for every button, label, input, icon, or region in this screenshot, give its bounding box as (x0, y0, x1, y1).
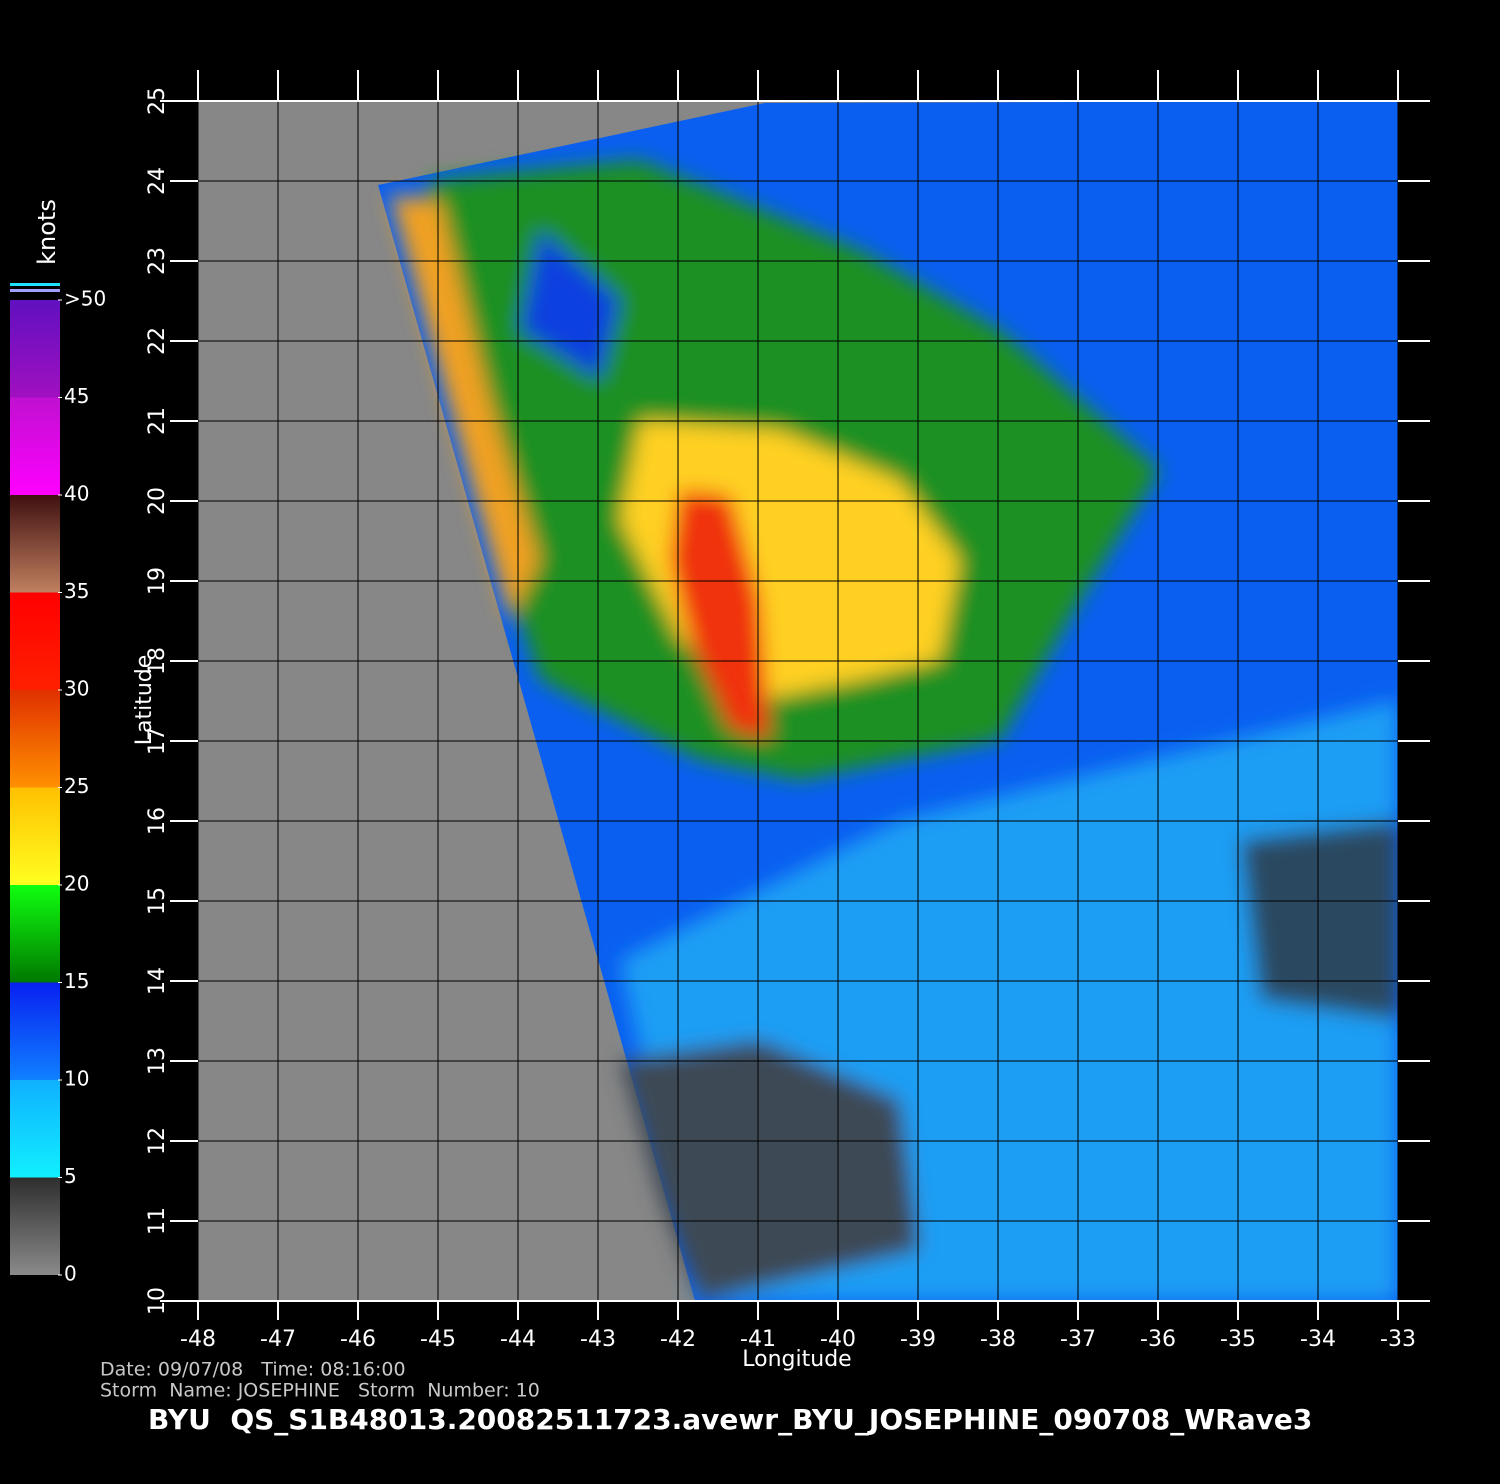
colorbar-cap (10, 283, 60, 286)
grid (198, 101, 1398, 1301)
y-tick-label: 13 (145, 1047, 170, 1075)
colorbar-band (10, 787, 60, 885)
y-tick-label: 16 (145, 807, 170, 835)
colorbar-tick-label: 15 (64, 969, 89, 993)
colorbar-band (10, 1177, 60, 1275)
colorbar-tick-label: 35 (64, 579, 89, 603)
footer-storm: Storm Name: JOSEPHINE Storm Number: 10 (100, 1380, 540, 1402)
y-tick-label: 21 (145, 407, 170, 435)
x-tick-label: -36 (1140, 1327, 1176, 1352)
x-tick-label: -38 (980, 1327, 1016, 1352)
y-tick-label: 11 (145, 1207, 170, 1235)
footer-date: Date: 09/07/08 Time: 08:16:00 (100, 1359, 406, 1381)
calm-area (1240, 820, 1398, 1020)
wind-field (198, 101, 1398, 1301)
footer-title: BYU QS_S1B48013.20082511723.avewr_BYU_JO… (148, 1403, 1312, 1436)
colorbar-tick-label: 0 (64, 1262, 77, 1286)
colorbar-label: knots (33, 199, 61, 265)
colorbar-tick-label: >50 (64, 287, 106, 311)
colorbar-tick-label: 30 (64, 677, 89, 701)
x-tick-label: -43 (580, 1327, 616, 1352)
y-tick-label: 14 (145, 967, 170, 995)
colorbar-tick-label: 20 (64, 872, 89, 896)
colorbar-band (10, 1080, 60, 1178)
colorbar-tick-label: 25 (64, 774, 89, 798)
y-tick-label: 25 (145, 87, 170, 115)
colorbar-band (10, 690, 60, 788)
x-tick-label: -34 (1300, 1327, 1336, 1352)
y-axis-label: Latitude (132, 655, 157, 746)
x-tick-label: -48 (180, 1327, 216, 1352)
axes: -48 -47 -46 -45 -44 -43 -42 -41 -40 -39 -38 -37 -36 -… (145, 70, 1430, 1352)
x-tick-label: -45 (420, 1327, 456, 1352)
colorbar-band (10, 982, 60, 1080)
y-tick-label: 19 (145, 567, 170, 595)
colorbar-band (10, 495, 60, 593)
weak-wind-area (520, 230, 620, 380)
y-tick-label: 15 (145, 887, 170, 915)
x-tick-label: -35 (1220, 1327, 1256, 1352)
colorbar-cap (10, 289, 60, 292)
colorbar-tick-label: 5 (64, 1164, 77, 1188)
x-axis-label: Longitude (742, 1347, 851, 1372)
x-tick-label: -37 (1060, 1327, 1096, 1352)
x-tick-label: -41 (740, 1327, 776, 1352)
y-tick-label: 20 (145, 487, 170, 515)
y-tick-label: 24 (145, 167, 170, 195)
y-tick-label: 17 (145, 727, 170, 755)
storm-core (670, 490, 770, 740)
y-tick-label: 23 (145, 247, 170, 275)
colorbar: 0 5 10 15 20 25 30 35 40 45 >50 (10, 287, 106, 1286)
y-tick-label: 12 (145, 1127, 170, 1155)
x-tick-label: -44 (500, 1327, 536, 1352)
colorbar-tick-label: 10 (64, 1067, 89, 1091)
colorbar-band (10, 397, 60, 495)
strong-wind-area (390, 195, 540, 620)
calm-area (620, 1040, 920, 1301)
y-tick-label: 22 (145, 327, 170, 355)
colorbar-band (10, 300, 60, 398)
x-tick-label: -46 (340, 1327, 376, 1352)
colorbar-tick-label: 45 (64, 384, 89, 408)
x-tick-label: -42 (660, 1327, 696, 1352)
colorbar-tick-label: 40 (64, 482, 89, 506)
x-tick-label: -47 (260, 1327, 296, 1352)
y-tick-label: 18 (145, 647, 170, 675)
colorbar-band (10, 885, 60, 983)
y-tick-label: 10 (145, 1287, 170, 1315)
wind-speed-areas (390, 160, 1398, 1301)
x-tick-label: -39 (900, 1327, 936, 1352)
x-tick-label: -40 (820, 1327, 856, 1352)
x-tick-label: -33 (1380, 1327, 1416, 1352)
colorbar-band (10, 592, 60, 690)
